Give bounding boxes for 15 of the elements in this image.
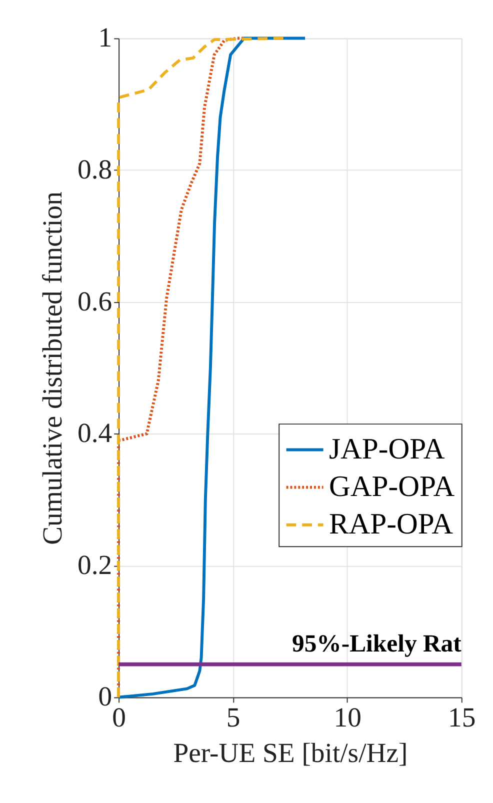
legend-label: RAP-OPA: [328, 508, 454, 541]
legend-label: GAP-OPA: [328, 471, 456, 504]
y-tick-label: 0.6: [78, 285, 112, 316]
x-tick-label: 15: [448, 701, 476, 732]
y-axis-title: Cumulative distributed function: [36, 191, 68, 545]
y-tick-label: 0.4: [78, 417, 112, 448]
y-tick-label: 0: [98, 680, 112, 712]
legend-label: JAP-OPA: [328, 434, 446, 466]
ref-line-label: 95%-Likely Rat: [292, 630, 462, 658]
y-tick-label: 0.2: [78, 548, 112, 580]
x-tick-label: 5: [226, 701, 240, 732]
y-tick-label: 1: [98, 22, 112, 53]
y-tick-label: 0.8: [78, 153, 112, 184]
x-tick-label: 10: [334, 701, 362, 732]
x-axis-title: Per-UE SE [bit/s/Hz]: [173, 736, 408, 768]
